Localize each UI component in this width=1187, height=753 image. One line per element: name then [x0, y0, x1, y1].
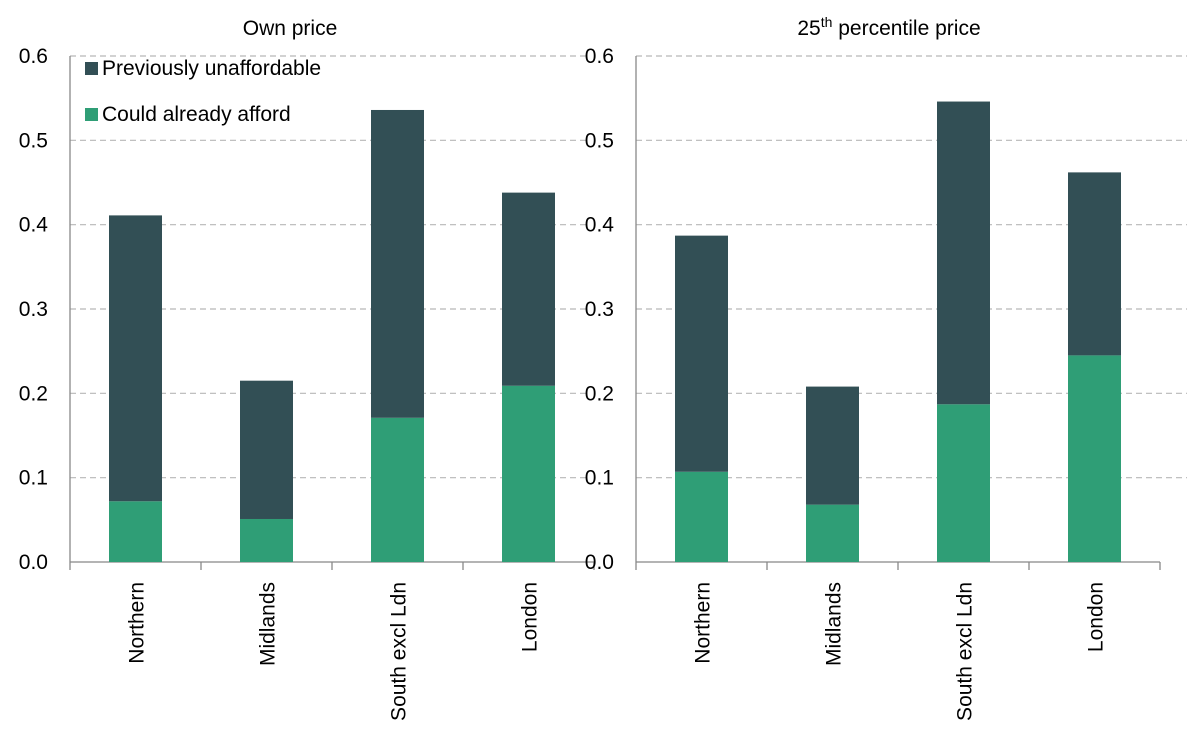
x-category-label: South excl Ldn	[388, 582, 411, 721]
legend-label: Previously unaffordable	[102, 57, 321, 80]
bar-could-already-afford	[371, 417, 424, 562]
legend-swatch	[85, 108, 98, 121]
x-category-label: London	[519, 582, 542, 652]
bar-previously-unaffordable	[1068, 172, 1121, 356]
y-tick-label: 0.2	[19, 382, 48, 405]
bar-previously-unaffordable	[806, 386, 859, 505]
bar-previously-unaffordable	[675, 235, 728, 472]
x-category-label: South excl Ldn	[954, 582, 977, 721]
bar-could-already-afford	[109, 501, 162, 562]
bar-could-already-afford	[240, 518, 293, 562]
y-tick-label: 0.4	[585, 214, 615, 237]
bar-could-already-afford	[806, 504, 859, 562]
y-tick-label: 0.1	[19, 467, 48, 490]
y-tick-label: 0.5	[19, 129, 48, 152]
legend-swatch	[85, 62, 98, 75]
bar-previously-unaffordable	[502, 192, 555, 386]
x-category-label: Northern	[126, 582, 149, 664]
y-tick-label: 0.1	[585, 467, 614, 490]
panel-title: Own price	[243, 17, 338, 40]
y-tick-label: 0.0	[19, 551, 48, 574]
x-category-label: Midlands	[257, 582, 280, 666]
chart-panel-1: Own price 0.0 0.1 0.2 0.3 0.4 0.5 0.6 Northern Mi…	[19, 17, 595, 721]
bar-previously-unaffordable	[371, 109, 424, 418]
y-tick-label: 0.3	[585, 298, 614, 321]
bar-previously-unaffordable	[109, 215, 162, 502]
legend-label: Could already afford	[102, 103, 291, 126]
panel-title-main: 25	[797, 17, 820, 40]
x-category-label: London	[1085, 582, 1108, 652]
legend: Previously unaffordable Could already aff…	[85, 57, 321, 126]
y-tick-label: 0.6	[585, 45, 614, 68]
y-tick-label: 0.4	[19, 214, 49, 237]
bar-previously-unaffordable	[240, 380, 293, 519]
bar-could-already-afford	[1068, 355, 1121, 562]
bar-could-already-afford	[675, 471, 728, 562]
bar-could-already-afford	[502, 385, 555, 562]
x-category-label: Midlands	[823, 582, 846, 666]
panel-title-main: Own price	[243, 17, 338, 40]
y-tick-label: 0.2	[585, 382, 614, 405]
y-tick-label: 0.3	[19, 298, 48, 321]
panel-title-suffix: percentile price	[832, 17, 980, 40]
bar-previously-unaffordable	[937, 101, 990, 405]
y-tick-label: 0.0	[585, 551, 614, 574]
bar-could-already-afford	[937, 404, 990, 562]
y-tick-label: 0.6	[19, 45, 48, 68]
chart-panel-2: 25th percentile price 0.0 0.1 0.2 0.3 0.4 0.5 0…	[585, 14, 1187, 721]
y-tick-label: 0.5	[585, 129, 614, 152]
x-category-label: Northern	[692, 582, 715, 664]
panel-title: 25th percentile price	[797, 14, 980, 40]
panel-title-superscript: th	[821, 14, 833, 30]
